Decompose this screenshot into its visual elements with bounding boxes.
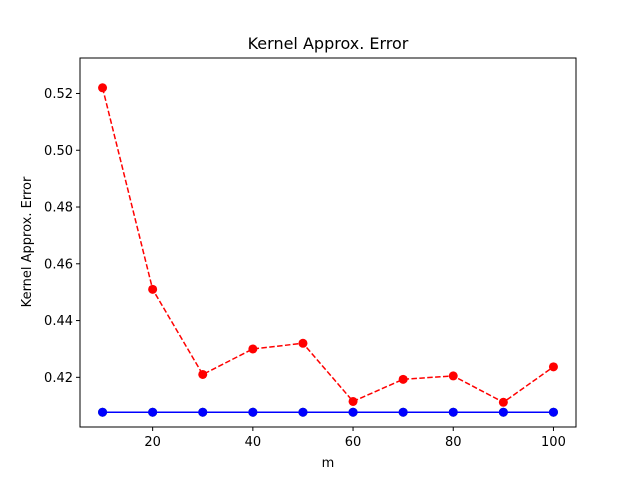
y-tick-label: 0.46 xyxy=(44,257,73,272)
data-point xyxy=(98,407,108,417)
chart-title: Kernel Approx. Error xyxy=(248,34,409,53)
y-tick-label: 0.52 xyxy=(44,87,73,102)
y-tick-label: 0.42 xyxy=(44,371,73,386)
x-axis: 20 40 60 80 100 xyxy=(144,427,566,450)
data-point xyxy=(548,362,558,372)
x-tick-label: 40 xyxy=(245,435,262,450)
x-tick-label: 100 xyxy=(541,435,566,450)
plot-area xyxy=(79,57,577,428)
y-tick-label: 0.44 xyxy=(44,314,73,329)
series-layer xyxy=(98,83,558,417)
data-point xyxy=(498,407,508,417)
x-tick-label: 20 xyxy=(144,435,161,450)
data-point xyxy=(548,407,558,417)
data-point xyxy=(398,407,408,417)
data-point xyxy=(448,371,458,381)
data-point xyxy=(98,83,108,93)
series-line-red-dashed xyxy=(101,87,554,404)
data-point xyxy=(248,407,258,417)
y-tick-label: 0.48 xyxy=(44,201,73,216)
data-point xyxy=(148,284,158,294)
y-tick-label: 0.50 xyxy=(44,144,73,159)
data-point xyxy=(448,407,458,417)
data-point xyxy=(398,374,408,384)
y-axis-label: Kernel Approx. Error xyxy=(20,176,35,307)
data-point xyxy=(348,396,358,406)
data-point xyxy=(298,338,308,348)
data-point xyxy=(248,344,258,354)
data-point xyxy=(298,407,308,417)
series-blue-solid xyxy=(98,407,558,417)
data-point xyxy=(198,407,208,417)
data-point xyxy=(498,397,508,407)
data-point xyxy=(198,369,208,379)
data-point xyxy=(348,407,358,417)
series-red-dashed xyxy=(98,83,558,407)
x-tick-label: 60 xyxy=(345,435,362,450)
data-point xyxy=(148,407,158,417)
x-axis-label: m xyxy=(322,456,335,471)
x-tick-label: 80 xyxy=(445,435,462,450)
y-axis: 0.42 0.44 0.46 0.48 0.50 0.52 xyxy=(44,87,80,386)
